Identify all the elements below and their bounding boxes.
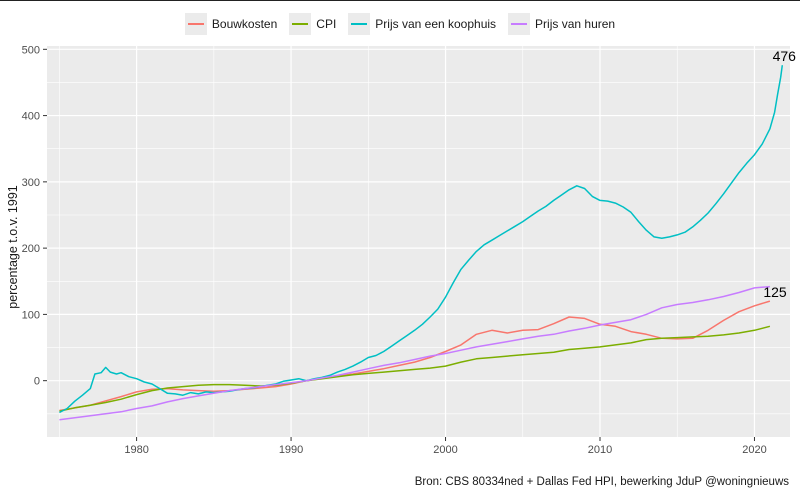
legend-item-prijs-van-huren: Prijs van huren — [508, 13, 615, 35]
legend-key — [289, 13, 312, 35]
legend-key — [508, 13, 531, 35]
legend-label: CPI — [316, 17, 337, 31]
legend-key — [348, 13, 371, 35]
x-tick-label: 1980 — [124, 444, 148, 456]
legend-label: Bouwkosten — [211, 17, 278, 31]
y-tick-label: 0 — [34, 376, 40, 388]
legend-swatch — [187, 23, 204, 25]
y-tick-label: 400 — [22, 111, 40, 123]
legend-item-bouwkosten: Bouwkosten — [184, 13, 278, 35]
x-tick-label: 2000 — [433, 444, 457, 456]
legend-swatch — [292, 23, 309, 25]
legend-key — [184, 13, 207, 35]
legend-item-prijs-van-een-koophuis: Prijs van een koophuis — [348, 13, 496, 35]
series-line-prijs-van-een-koophuis — [59, 65, 784, 414]
source-caption: Bron: CBS 80334ned + Dallas Fed HPI, bew… — [414, 476, 789, 488]
y-tick-label: 100 — [22, 309, 40, 321]
end-value-label: 125 — [763, 284, 787, 300]
x-tick-label: 1990 — [279, 444, 303, 456]
x-tick-label: 2020 — [742, 444, 766, 456]
end-value-label: 476 — [773, 48, 797, 64]
series-line-bouwkosten — [59, 300, 771, 412]
plot-panel — [47, 46, 790, 437]
legend-item-cpi: CPI — [289, 13, 336, 35]
legend-swatch — [351, 23, 368, 25]
legend-swatch — [511, 23, 528, 25]
x-tick-label: 2010 — [588, 444, 612, 456]
top-border — [0, 0, 800, 1]
legend-label: Prijs van huren — [535, 17, 616, 31]
y-tick-label: 300 — [22, 177, 40, 189]
series-line-cpi — [59, 325, 771, 412]
y-tick-label: 200 — [22, 243, 40, 255]
legend: Bouwkosten CPI Prijs van een koophuis Prijs… — [0, 11, 800, 37]
series-line-prijs-van-huren — [59, 285, 770, 421]
y-tick-label: 500 — [22, 44, 40, 56]
legend-label: Prijs van een koophuis — [375, 17, 497, 31]
